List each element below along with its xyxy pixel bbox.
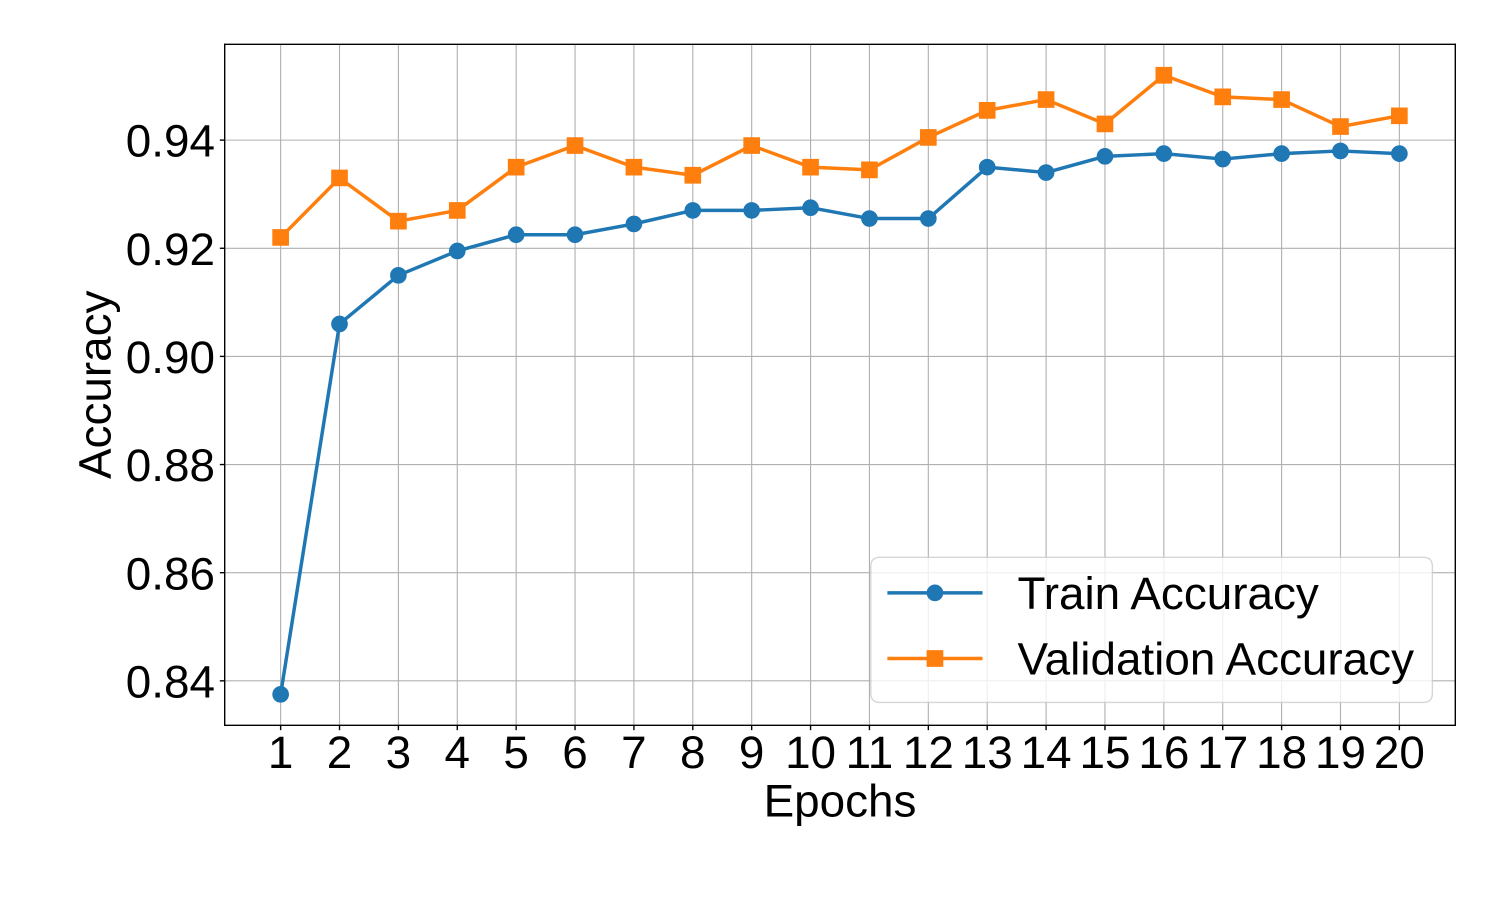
svg-text:3: 3 — [386, 727, 411, 778]
svg-text:12: 12 — [903, 727, 954, 778]
svg-text:20: 20 — [1374, 727, 1425, 778]
svg-text:6: 6 — [562, 727, 588, 778]
svg-text:16: 16 — [1138, 727, 1189, 778]
svg-text:15: 15 — [1079, 727, 1130, 778]
svg-text:Epochs: Epochs — [764, 776, 917, 827]
svg-text:0.92: 0.92 — [126, 224, 215, 275]
svg-text:10: 10 — [785, 727, 836, 778]
svg-text:1: 1 — [268, 727, 294, 778]
svg-text:19: 19 — [1315, 727, 1366, 778]
svg-text:0.94: 0.94 — [126, 116, 215, 167]
svg-text:4: 4 — [445, 727, 470, 778]
svg-text:5: 5 — [503, 727, 529, 778]
svg-text:18: 18 — [1256, 727, 1307, 778]
svg-text:14: 14 — [1021, 727, 1072, 778]
svg-text:2: 2 — [327, 727, 353, 778]
svg-text:17: 17 — [1197, 727, 1248, 778]
svg-text:Validation Accuracy: Validation Accuracy — [1017, 634, 1414, 685]
svg-text:13: 13 — [962, 727, 1013, 778]
svg-text:0.90: 0.90 — [126, 332, 215, 383]
svg-text:Accuracy: Accuracy — [70, 290, 121, 479]
svg-text:9: 9 — [739, 727, 765, 778]
svg-text:11: 11 — [846, 727, 894, 778]
svg-text:8: 8 — [680, 727, 705, 778]
svg-text:0.88: 0.88 — [126, 440, 215, 491]
svg-text:0.84: 0.84 — [126, 656, 215, 707]
svg-text:7: 7 — [621, 727, 647, 778]
svg-text:0.86: 0.86 — [126, 548, 215, 599]
svg-text:Train Accuracy: Train Accuracy — [1017, 568, 1318, 619]
